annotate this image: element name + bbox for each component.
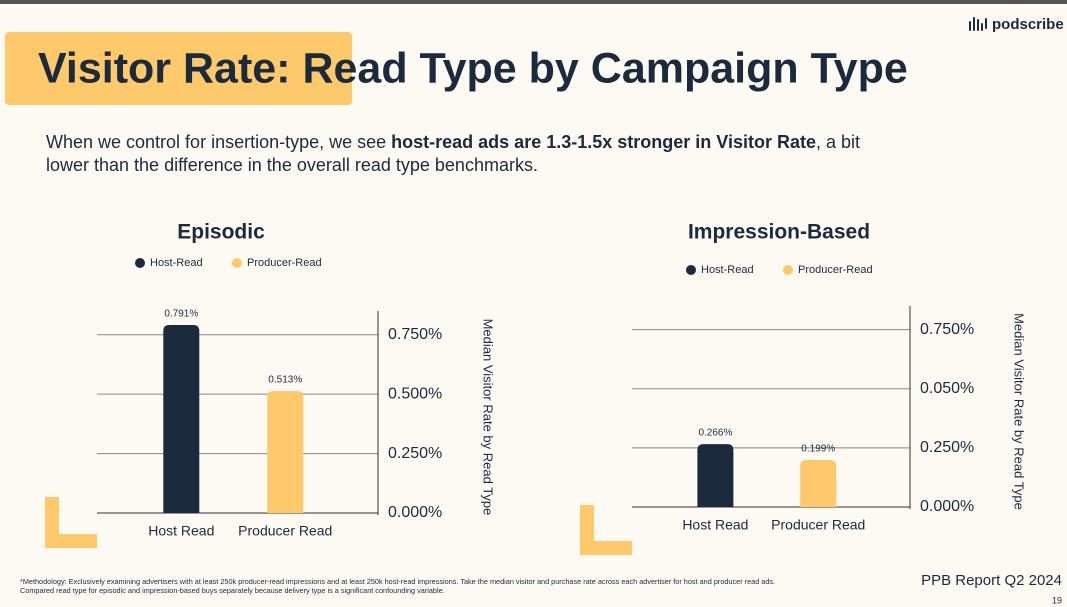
value-label: 0.266% xyxy=(698,428,732,439)
report-label: PPB Report Q2 2024 xyxy=(921,572,1062,589)
x-tick-label: Producer Read xyxy=(771,517,865,533)
legend-label: Producer-Read xyxy=(247,257,322,269)
legend-label: Host-Read xyxy=(150,257,203,269)
y-tick-label: 0.050% xyxy=(920,380,974,397)
y-tick-label: 0.750% xyxy=(920,321,974,338)
legend-marker xyxy=(783,265,793,275)
logo-text: podscribe xyxy=(992,16,1064,33)
chart-title: Episodic xyxy=(177,221,265,244)
chart-title: Impression-Based xyxy=(688,221,870,244)
value-label: 0.791% xyxy=(164,309,198,320)
legend-label: Host-Read xyxy=(701,264,754,276)
bar xyxy=(267,391,304,513)
x-tick-label: Host Read xyxy=(148,523,214,539)
logo-icon xyxy=(969,17,987,31)
x-tick-label: Producer Read xyxy=(238,523,332,539)
y-tick-label: 0.000% xyxy=(920,498,974,515)
legend-label: Producer-Read xyxy=(798,264,873,276)
bar xyxy=(163,325,200,513)
y-axis-label: Median Visitor Rate by Read Type xyxy=(481,319,496,516)
value-label: 0.199% xyxy=(801,444,835,455)
top-border xyxy=(0,0,1067,4)
y-tick-label: 0.500% xyxy=(388,385,442,402)
page-number: 19 xyxy=(1052,595,1062,605)
y-tick-label: 0.000% xyxy=(388,504,442,521)
y-tick-label: 0.750% xyxy=(388,326,442,343)
title-highlight xyxy=(5,32,352,105)
legend-marker xyxy=(686,265,696,275)
y-axis-label: Median Visitor Rate by Read Type xyxy=(1012,313,1027,510)
y-tick-label: 0.250% xyxy=(920,439,974,456)
legend-marker xyxy=(232,258,242,268)
footnote: *Methodology: Exclusively examining adve… xyxy=(20,577,776,595)
subtitle: When we control for insertion-type, we s… xyxy=(46,131,906,177)
value-label: 0.513% xyxy=(268,375,302,386)
legend-marker xyxy=(135,258,145,268)
x-tick-label: Host Read xyxy=(682,517,748,533)
decoration xyxy=(45,497,97,548)
subtitle-emphasis: host-read ads are 1.3-1.5x stronger in V… xyxy=(391,132,816,152)
subtitle-lead: When we control for insertion-type, we s… xyxy=(46,132,392,152)
decoration xyxy=(580,505,632,555)
y-tick-label: 0.250% xyxy=(388,445,442,462)
slide-title: Visitor Rate: Read Type by Campaign Type xyxy=(38,44,908,92)
bar xyxy=(800,459,837,507)
subtitle-tail: , a bit lower than the difference in the… xyxy=(46,132,861,175)
bar xyxy=(697,444,734,507)
